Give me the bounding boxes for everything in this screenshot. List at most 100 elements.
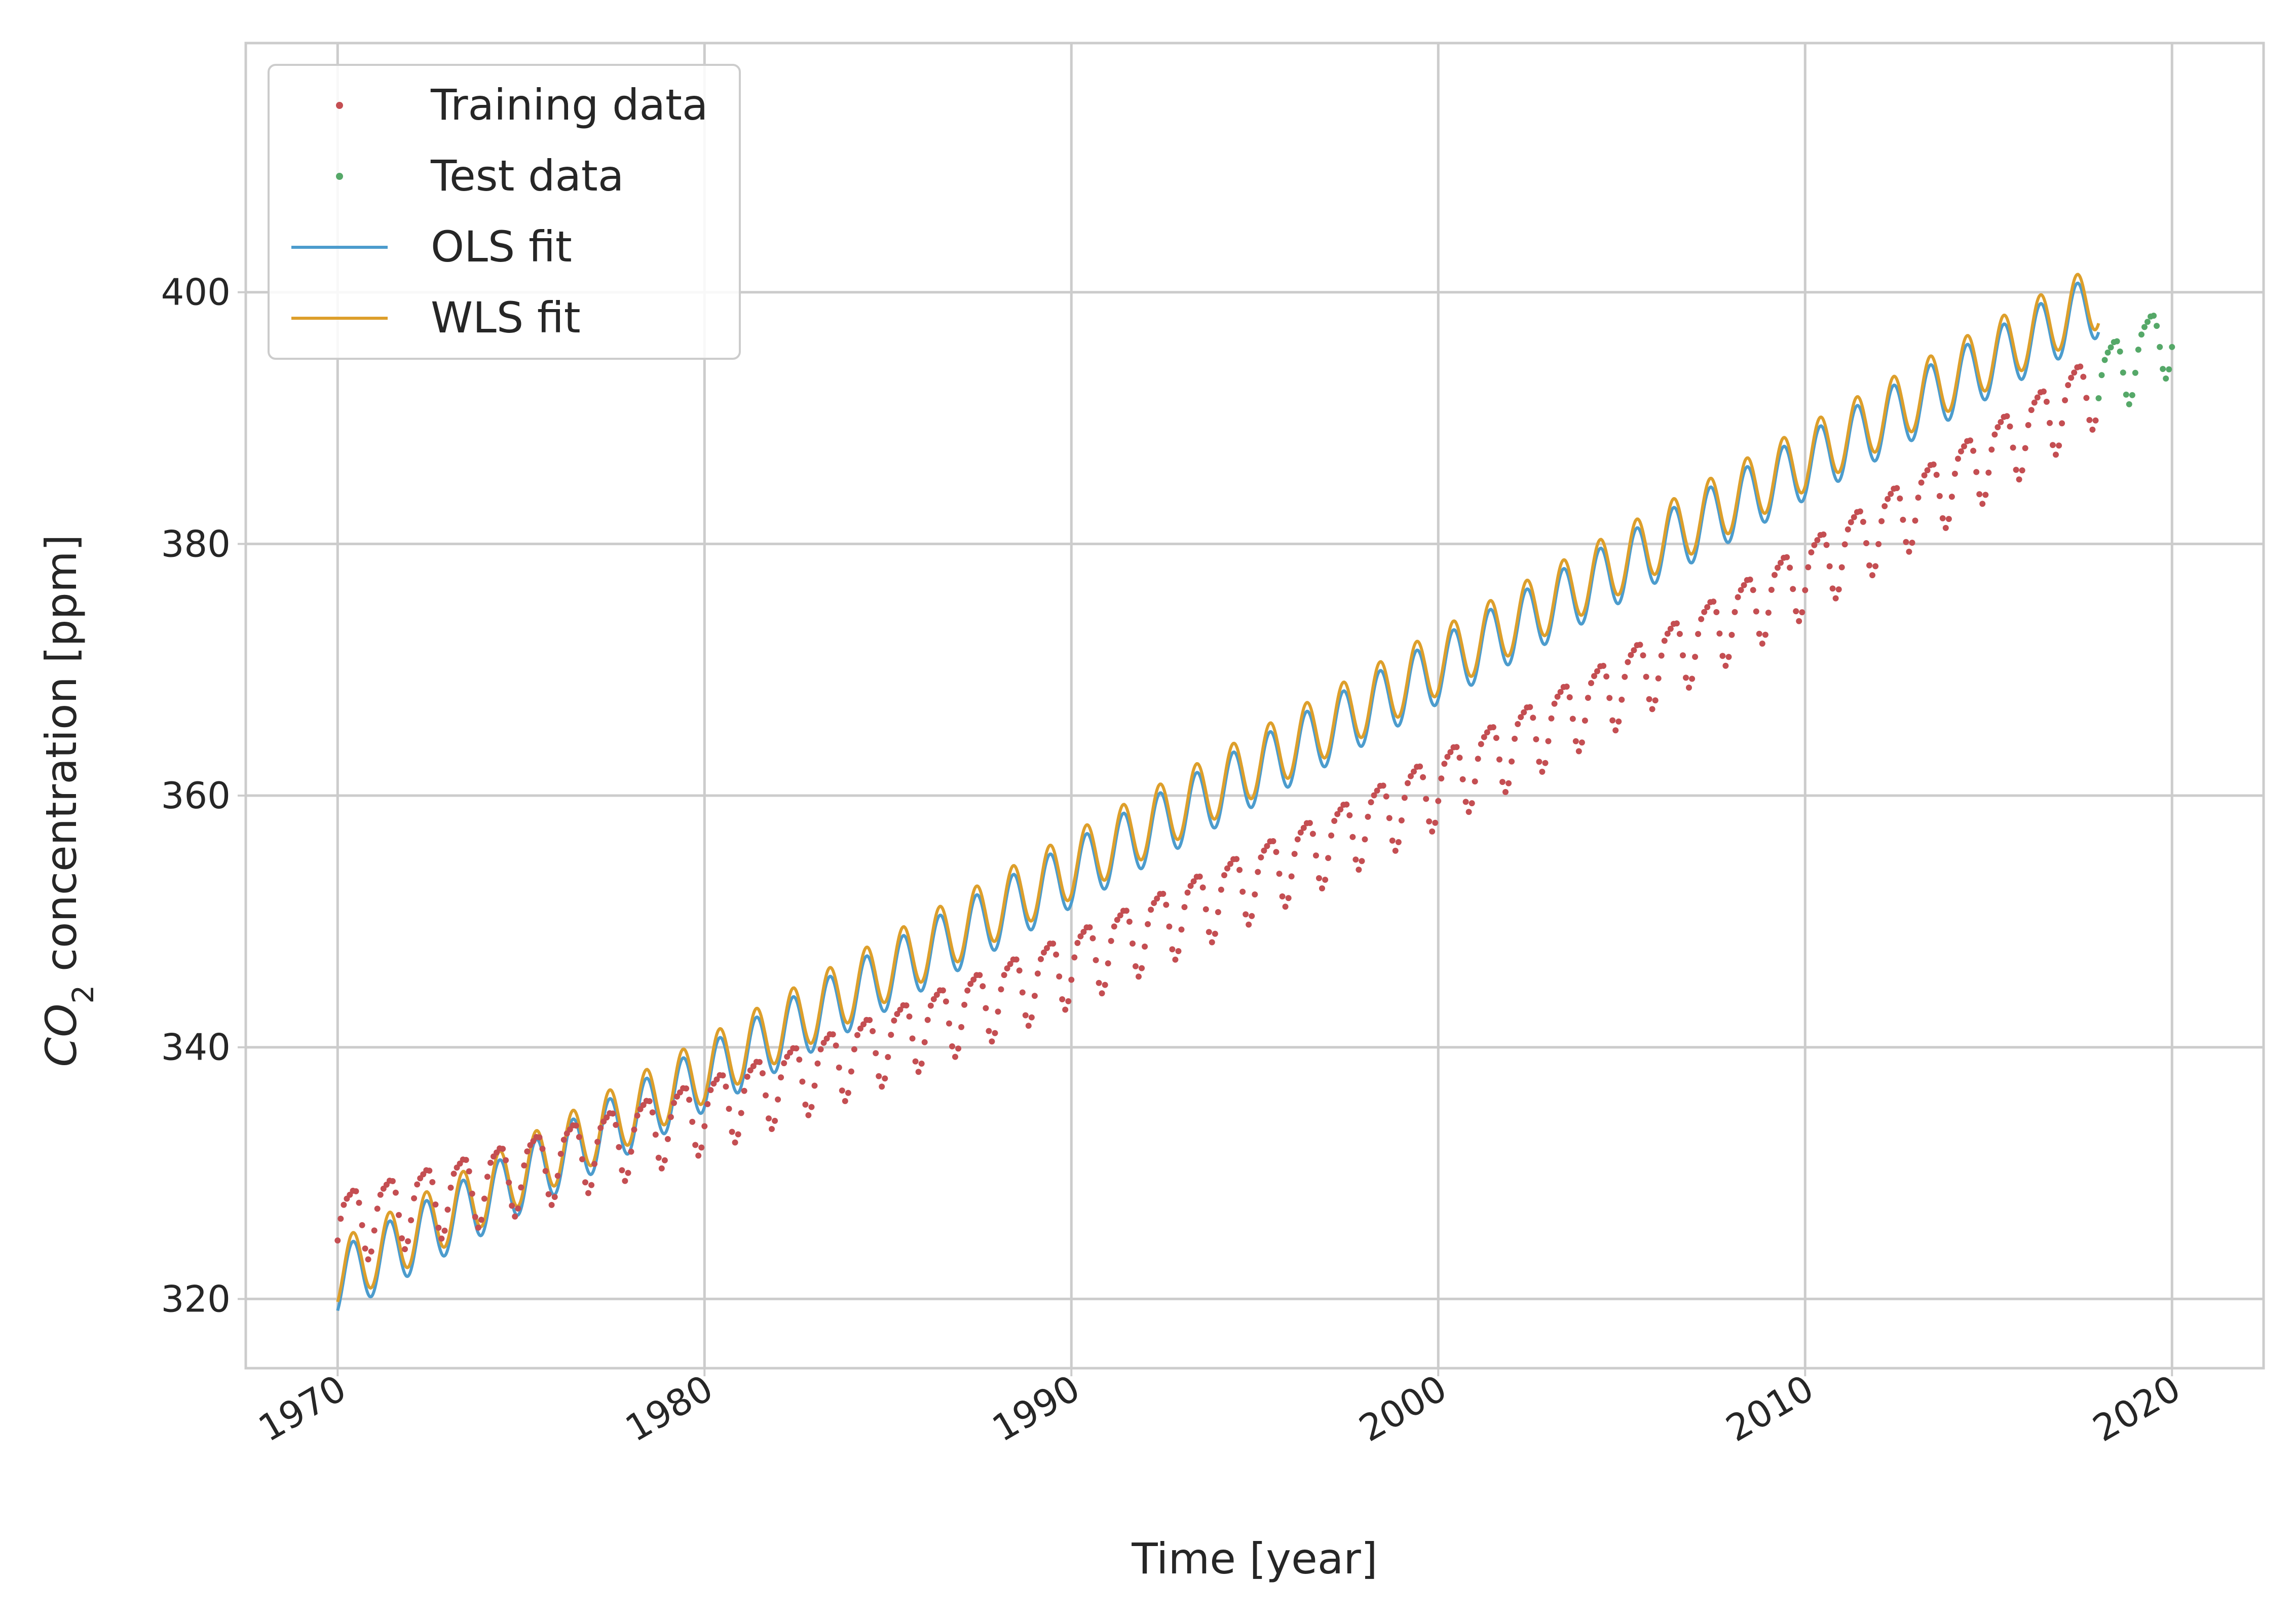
training-data-point [839, 1087, 845, 1094]
training-data-point [707, 1087, 714, 1094]
training-data-point [1172, 956, 1179, 963]
training-data-point [2031, 399, 2038, 406]
training-data-point [1857, 508, 1863, 515]
training-data-point [879, 1083, 885, 1090]
training-data-point [1796, 618, 1802, 624]
training-data-point [1765, 610, 1772, 616]
training-data-point [1316, 875, 1322, 881]
training-data-point [1199, 884, 1206, 891]
x-tick-labels: 1970 1980 1990 2000 2010 2020 [251, 1367, 2188, 1450]
training-data-point [1022, 1012, 1029, 1019]
training-data-point [371, 1227, 378, 1234]
training-data-point [1435, 798, 1442, 804]
training-data-point [854, 1032, 860, 1038]
training-data-point [970, 976, 977, 983]
training-data-point [1951, 470, 1958, 477]
training-data-point [2013, 467, 2019, 473]
training-data-point [444, 1207, 451, 1213]
training-data-point [1900, 516, 1906, 523]
training-data-point [1089, 935, 1096, 942]
training-data-point [817, 1046, 824, 1052]
training-data-point [1695, 631, 1702, 637]
training-data-point [2025, 422, 2031, 428]
y-axis-label: CO2 concentration [ppm] [36, 535, 100, 1067]
training-data-point [1539, 769, 1546, 775]
x-axis-label: Time [year] [1131, 1534, 1377, 1584]
training-data-point [1007, 961, 1013, 967]
training-data-point [545, 1191, 552, 1197]
training-data-point [487, 1159, 494, 1166]
training-data-point [1515, 721, 1521, 727]
training-data-point [402, 1246, 408, 1253]
training-data-point [1086, 924, 1093, 930]
training-data-point [1958, 448, 1964, 455]
legend-training-marker [336, 102, 343, 109]
training-data-point [924, 1017, 931, 1023]
training-data-point [1536, 759, 1542, 765]
training-data-point [2047, 420, 2053, 426]
training-data-point [1578, 739, 1585, 746]
training-data-point [1591, 673, 1597, 680]
training-data-point [472, 1214, 478, 1220]
x-tick-label: 1990 [985, 1367, 1087, 1450]
training-data-point [426, 1168, 433, 1174]
training-data-point [1994, 424, 2001, 430]
training-data-point [1600, 663, 1607, 669]
training-data-point [845, 1089, 851, 1096]
training-data-point [1490, 724, 1496, 731]
test-data-point [2154, 323, 2160, 329]
training-data-point [2062, 397, 2068, 403]
x-tick-label: 2010 [1719, 1367, 1821, 1450]
training-data-point [429, 1179, 436, 1185]
training-data-point [763, 1092, 769, 1099]
training-data-point [1123, 908, 1130, 914]
training-data-point [1885, 496, 1891, 502]
training-data-point [1542, 760, 1549, 766]
training-data-point [604, 1114, 610, 1121]
training-data-point [1056, 973, 1063, 980]
training-data-point [1196, 873, 1203, 880]
training-data-point [1313, 852, 1319, 859]
x-tick-label: 2000 [1352, 1367, 1454, 1450]
training-data-point [1866, 562, 1872, 569]
training-data-point [1077, 933, 1084, 939]
training-data-point [368, 1248, 374, 1255]
training-data-point [652, 1132, 659, 1138]
training-data-point [1572, 738, 1579, 744]
training-data-point [1778, 559, 1784, 566]
training-data-point [1365, 813, 1371, 820]
training-data-point [500, 1146, 506, 1152]
training-data-point [392, 1189, 399, 1196]
test-data-point [2114, 338, 2120, 345]
training-data-point [1775, 565, 1781, 571]
training-data-point [640, 1102, 647, 1108]
training-data-point [1759, 641, 1765, 647]
training-data-point [1334, 811, 1341, 817]
training-data-point [649, 1109, 656, 1116]
training-data-point [2050, 442, 2056, 448]
training-data-point [1309, 831, 1316, 837]
ols-fit-line [336, 281, 2100, 1311]
training-data-point [769, 1126, 775, 1132]
test-data-point [2141, 324, 2148, 330]
training-data-point [1747, 576, 1753, 583]
training-data-point [1820, 531, 1827, 538]
test-data-point [2160, 366, 2166, 372]
training-data-point [1429, 828, 1436, 835]
training-data-point [1432, 819, 1439, 826]
training-data-point [1475, 756, 1481, 762]
training-data-point [2077, 363, 2084, 370]
training-data-point [1646, 696, 1652, 702]
training-data-point [1704, 604, 1711, 611]
training-data-point [1306, 820, 1313, 826]
training-data-point [1735, 594, 1741, 600]
training-data-point [842, 1098, 848, 1104]
training-data-point [374, 1206, 381, 1212]
plot-frame [244, 42, 2265, 1370]
training-data-point [1215, 909, 1221, 915]
training-data-point [1331, 818, 1338, 824]
training-data-point [998, 986, 1004, 993]
training-data-point [524, 1148, 531, 1155]
training-data-point [1459, 776, 1466, 782]
training-data-point [438, 1235, 445, 1242]
